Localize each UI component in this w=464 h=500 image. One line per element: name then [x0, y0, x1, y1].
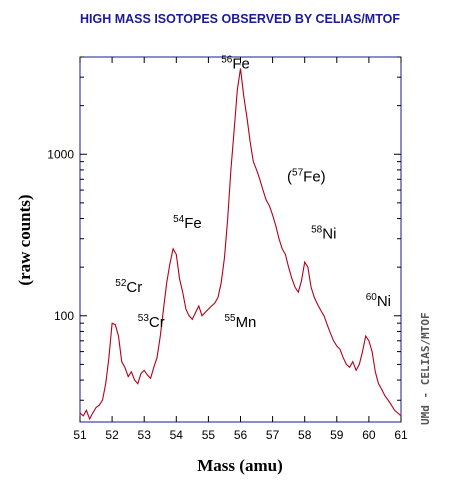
x-axis: 51 52 53 54 55 56 57 58 59 60 61 [73, 57, 408, 442]
y-tick-label: 100 [54, 309, 74, 323]
x-tick-label: 58 [298, 428, 312, 442]
plot-frame [79, 56, 402, 423]
series-line [79, 68, 402, 421]
x-tick-label: 54 [170, 428, 184, 442]
x-axis-label: Mass (amu) [197, 456, 282, 475]
isotope-label: 54Fe [173, 214, 202, 232]
y-axis-label: (raw counts) [15, 194, 34, 285]
credit-label: UMd - CELIAS/MTOF [419, 312, 432, 425]
chart-title: HIGH MASS ISOTOPES OBSERVED BY CELIAS/MT… [80, 12, 400, 26]
x-tick-label: 59 [330, 428, 344, 442]
isotope-label: 52Cr [115, 278, 142, 296]
isotope-label: 58Ni [311, 225, 336, 243]
x-tick-label: 56 [234, 428, 248, 442]
x-tick-label: 57 [266, 428, 280, 442]
isotope-label: 55Mn [224, 313, 256, 331]
x-tick-label: 55 [202, 428, 216, 442]
isotope-label: 60Ni [366, 292, 391, 310]
annotations: 52Cr 53Cr 54Fe 55Mn 56Fe (57Fe) 58Ni 60Ni [115, 54, 391, 331]
x-tick-label: 52 [105, 428, 119, 442]
isotope-label: (57Fe) [287, 167, 326, 185]
x-tick-label: 51 [73, 428, 87, 442]
x-tick-label: 60 [362, 428, 376, 442]
isotope-label: 56Fe [221, 54, 250, 72]
isotope-label: 53Cr [138, 313, 165, 331]
x-tick-label: 53 [138, 428, 152, 442]
y-tick-label: 1000 [47, 147, 74, 161]
x-tick-label: 61 [394, 428, 408, 442]
y-axis: 100 1000 [47, 56, 401, 401]
